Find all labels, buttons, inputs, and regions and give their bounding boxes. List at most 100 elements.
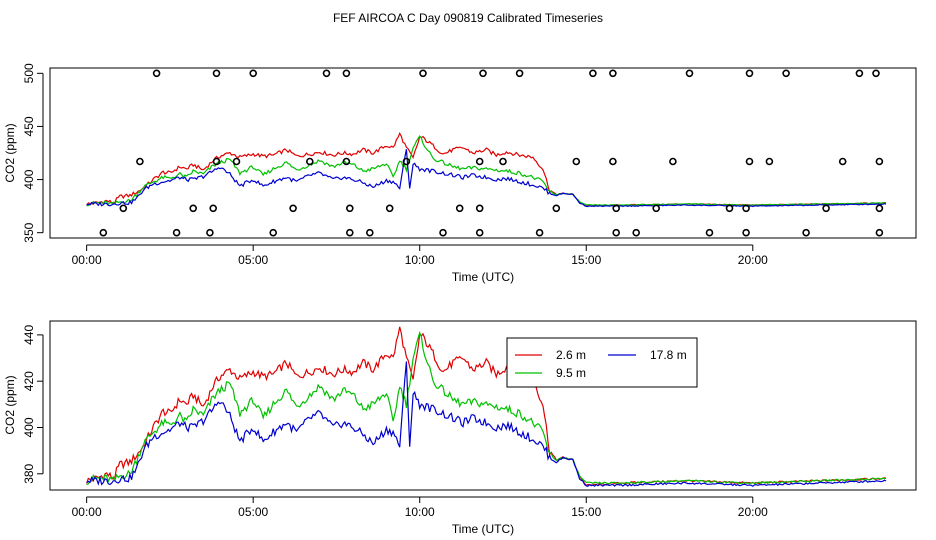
circle-group-top <box>99 69 884 237</box>
plot-frame-top <box>49 67 917 239</box>
x-axis-top: 00:00 05:00 10:00 15:00 20:00 <box>72 244 768 267</box>
calibration-point <box>705 228 714 237</box>
calibration-point <box>475 204 484 213</box>
y-axis-top: 350 400 450 500 <box>22 63 44 243</box>
calibration-point <box>119 204 128 213</box>
calibration-point <box>152 69 161 78</box>
y-tick-label: 450 <box>22 116 36 136</box>
x-axis-label-bottom: Time (UTC) <box>452 522 514 536</box>
calibration-point <box>455 204 464 213</box>
calibration-point <box>322 69 331 78</box>
calibration-point <box>515 69 524 78</box>
calibration-point <box>612 228 621 237</box>
calibration-point <box>345 204 354 213</box>
calibration-point <box>269 228 278 237</box>
calibration-point <box>479 69 487 78</box>
series-line-9-5-m <box>86 135 887 207</box>
y-tick-label: 400 <box>22 169 36 189</box>
calibration-point <box>782 69 790 78</box>
calibration-point <box>745 157 754 166</box>
y-tick-label: 400 <box>22 417 36 437</box>
calibration-point <box>342 69 351 78</box>
calibration-point <box>875 157 884 166</box>
y-tick-label: 380 <box>22 463 36 483</box>
calibration-point <box>212 157 221 166</box>
calibration-point <box>402 157 411 166</box>
calibration-point <box>875 228 884 237</box>
x-tick-label: 10:00 <box>405 505 435 519</box>
calibration-point <box>209 204 217 213</box>
calibration-point <box>289 204 297 213</box>
calibration-point <box>802 228 810 237</box>
x-tick-label: 20:00 <box>738 505 768 519</box>
series-line-9-5-m <box>86 331 887 486</box>
calibration-point <box>589 69 597 78</box>
calibration-point <box>765 157 774 166</box>
y-axis-bottom: 380 400 420 440 <box>22 325 44 484</box>
series-line-17-8-m <box>86 361 887 487</box>
calibration-point <box>609 69 617 78</box>
x-tick-label: 15:00 <box>571 253 601 267</box>
y-axis-label-top: CO2 (ppm) <box>3 123 17 182</box>
calibration-point <box>652 204 661 213</box>
x-axis-label-top: Time (UTC) <box>452 270 514 284</box>
calibration-point <box>609 157 617 166</box>
x-tick-label: 10:00 <box>405 253 435 267</box>
series-group-top <box>86 132 887 208</box>
calibration-point <box>745 69 754 78</box>
x-tick-label: 20:00 <box>738 253 768 267</box>
calibration-point <box>419 69 427 78</box>
x-axis-bottom: 00:00 05:00 10:00 15:00 20:00 <box>72 496 768 519</box>
series-line-17-8-m <box>86 149 887 208</box>
x-tick-label: 15:00 <box>571 505 601 519</box>
calibration-point <box>189 204 197 213</box>
calibration-point <box>838 157 847 166</box>
x-tick-label: 00:00 <box>72 253 102 267</box>
calibration-point <box>572 157 581 166</box>
panel-top: 00:00 05:00 10:00 15:00 20:00 350 400 450 500 T… <box>3 63 917 284</box>
x-tick-label: 05:00 <box>238 253 268 267</box>
calibration-point <box>345 228 354 237</box>
calibration-point <box>552 204 561 213</box>
calibration-point <box>249 69 257 78</box>
calibration-point <box>305 157 314 166</box>
plot-frame-bottom <box>49 320 917 491</box>
calibration-point <box>475 157 484 166</box>
legend-label-9-5m: 9.5 m <box>556 366 586 380</box>
calibration-point <box>342 157 351 166</box>
calibration-point <box>875 204 884 213</box>
calibration-point <box>855 69 864 78</box>
calibration-point <box>232 157 241 166</box>
calibration-point <box>136 157 144 166</box>
x-tick-label: 05:00 <box>238 505 268 519</box>
x-tick-label: 00:00 <box>72 505 102 519</box>
calibration-point <box>535 228 544 237</box>
calibration-point <box>385 204 394 213</box>
calibration-point <box>725 204 734 213</box>
calibration-point <box>172 228 181 237</box>
calibration-point <box>669 157 677 166</box>
calibration-point <box>685 69 694 78</box>
calibration-point <box>822 204 830 213</box>
legend: 2.6 m 17.8 m 9.5 m <box>506 337 698 388</box>
calibration-point <box>742 228 750 237</box>
legend-label-17-8m: 17.8 m <box>650 348 687 362</box>
calibration-point <box>612 204 621 213</box>
legend-box <box>506 337 698 388</box>
calibration-point <box>206 228 214 237</box>
calibration-point <box>872 69 880 78</box>
calibration-point <box>439 228 447 237</box>
calibration-point <box>365 228 374 237</box>
calibration-point <box>632 228 641 237</box>
calibration-point <box>499 157 507 166</box>
calibration-point <box>742 204 750 213</box>
y-axis-label-bottom: CO2 (ppm) <box>3 375 17 434</box>
calibration-point <box>99 228 108 237</box>
series-group-bottom <box>86 326 887 487</box>
panel-bottom: 00:00 05:00 10:00 15:00 20:00 380 400 420 440 T… <box>3 320 917 536</box>
legend-label-2-6m: 2.6 m <box>556 348 586 362</box>
calibration-point <box>212 69 221 78</box>
y-tick-label: 440 <box>22 325 36 345</box>
y-tick-label: 500 <box>22 63 36 83</box>
